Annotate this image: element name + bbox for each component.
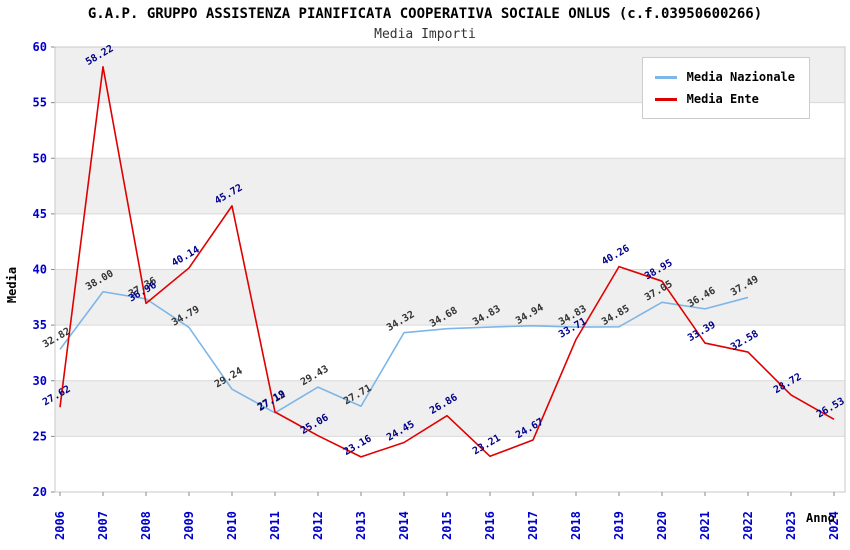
x-tick-label: 2018 <box>569 511 583 540</box>
plot-band <box>55 269 845 326</box>
x-tick-label: 2019 <box>612 511 626 540</box>
y-tick-label: 35 <box>33 318 47 332</box>
y-tick-label: 45 <box>33 207 47 221</box>
x-tick-label: 2012 <box>311 511 325 540</box>
x-tick-label: 2006 <box>53 511 67 540</box>
legend-label-nazionale: Media Nazionale <box>686 70 795 84</box>
x-tick-label: 2016 <box>483 511 497 540</box>
x-tick-label: 2013 <box>354 511 368 540</box>
x-tick-label: 2008 <box>139 511 153 540</box>
ente-line-swatch-icon <box>654 97 677 101</box>
x-tick-label: 2009 <box>182 511 196 540</box>
x-axis-title: Anno <box>806 511 835 525</box>
y-tick-label: 30 <box>33 374 47 388</box>
x-tick-label: 2017 <box>526 511 540 540</box>
x-tick-label: 2022 <box>741 511 755 540</box>
chart-subtitle: Media Importi <box>374 27 476 42</box>
nazionale-line-swatch-icon <box>654 75 677 79</box>
point-label: 40.26 <box>600 243 632 268</box>
plot-border <box>54 46 846 493</box>
y-axis-title: Media <box>5 266 19 304</box>
x-tick-label: 2010 <box>225 511 239 540</box>
plot-band <box>55 158 845 214</box>
chart-title: G.A.P. GRUPPO ASSISTENZA PIANIFICATA COO… <box>87 6 763 22</box>
x-tick-label: 2007 <box>96 511 110 540</box>
x-tick-label: 2023 <box>784 511 798 540</box>
x-tick-label: 2024 <box>827 511 841 540</box>
x-tick-label: 2021 <box>698 511 712 540</box>
y-tick-label: 40 <box>33 263 47 277</box>
legend-label-ente: Media Ente <box>686 92 759 106</box>
series-line-nazionale <box>59 290 749 414</box>
y-tick-label: 55 <box>33 96 47 110</box>
legend-item-ente: Media Ente <box>654 88 795 110</box>
x-tick-label: 2011 <box>268 511 282 540</box>
x-tick-label: 2014 <box>397 511 411 540</box>
y-tick-label: 60 <box>33 40 47 54</box>
chart-legend: Media Nazionale Media Ente <box>641 57 810 119</box>
y-tick-label: 20 <box>33 485 47 499</box>
legend-item-nazionale: Media Nazionale <box>654 66 795 88</box>
x-tick-label: 2020 <box>655 511 669 540</box>
point-label: 32.58 <box>729 329 761 354</box>
y-tick-label: 25 <box>33 429 47 443</box>
x-tick-label: 2015 <box>440 511 454 540</box>
series-line-ente <box>59 66 835 458</box>
plot-band <box>55 380 845 437</box>
y-tick-label: 50 <box>33 151 47 165</box>
